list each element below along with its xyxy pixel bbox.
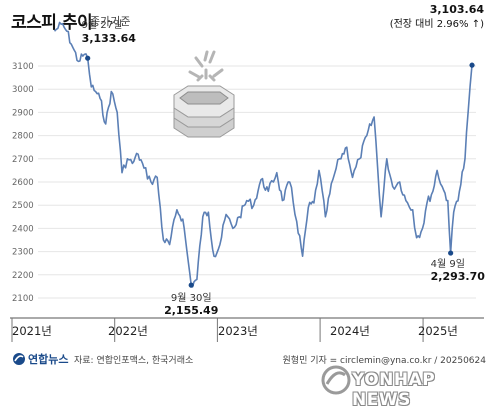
x-tick-label: 2022년 bbox=[108, 324, 148, 338]
y-tick-label: 2600 bbox=[12, 178, 34, 188]
annotation-note-label: (전장 대비 2.96% ↑) bbox=[390, 18, 484, 30]
x-tick-label: 2025년 bbox=[418, 324, 458, 338]
yonhap-logo-text: 연합뉴스 bbox=[28, 353, 69, 366]
y-tick-label: 2200 bbox=[12, 271, 34, 281]
x-axis: 2021년 2022년 2023년 2024년 2025년 bbox=[10, 317, 484, 342]
x-tick-label: 2023년 bbox=[218, 324, 258, 338]
x-tick-label: 2021년 bbox=[12, 324, 52, 338]
watermark-logo-icon bbox=[321, 365, 351, 395]
stacked-coins-icon bbox=[173, 50, 235, 138]
annotation-value-label: 2,155.49 bbox=[164, 304, 218, 317]
chart-grid bbox=[38, 65, 476, 299]
x-tick-label: 2024년 bbox=[330, 324, 370, 338]
annotation-marker bbox=[85, 55, 91, 61]
y-tick-label: 2400 bbox=[12, 224, 34, 234]
source-note: 자료: 연합인포맥스, 한국거래소 bbox=[74, 356, 194, 366]
annotation-date-label: 6월 24일 bbox=[443, 0, 484, 2]
annotation-date-label: 9월 27일 bbox=[82, 19, 123, 31]
y-tick-label: 2700 bbox=[12, 155, 34, 165]
y-tick-label: 2300 bbox=[12, 248, 34, 258]
annotation-marker bbox=[188, 282, 194, 288]
watermark-text: YONHAP NEWS bbox=[352, 370, 436, 410]
annotation-marker bbox=[448, 250, 454, 256]
y-tick-label: 2900 bbox=[12, 108, 34, 118]
annotation-date-label: 9월 30일 bbox=[171, 292, 212, 304]
yonhap-logo-icon bbox=[13, 353, 25, 365]
credit-note: 원형민 기자 = circlemin@yna.co.kr / 20250624 bbox=[282, 356, 486, 366]
annotation-value-label: 2,293.70 bbox=[431, 270, 486, 283]
y-tick-label: 3100 bbox=[12, 62, 34, 72]
annotation-date-label: 4월 9일 bbox=[431, 258, 465, 270]
kospi-series-line bbox=[53, 21, 473, 288]
annotation-marker bbox=[469, 62, 475, 68]
y-axis: 2100 2200 2300 2400 2500 2600 2700 2800 2900 3000… bbox=[12, 62, 34, 304]
y-tick-label: 2800 bbox=[12, 132, 34, 142]
line-chart: 2100 2200 2300 2400 2500 2600 2700 2800 2900 3000… bbox=[10, 0, 486, 342]
annotation-value-label: 3,103.64 bbox=[430, 3, 485, 16]
chart-title: 코스피 추이 bbox=[11, 13, 93, 33]
chart-subtitle: 종가기준 bbox=[90, 15, 131, 28]
y-tick-label: 3000 bbox=[12, 85, 34, 95]
y-tick-label: 2100 bbox=[12, 294, 34, 304]
annotation-value-label: 3,133.64 bbox=[82, 32, 137, 45]
y-tick-label: 2500 bbox=[12, 201, 34, 211]
